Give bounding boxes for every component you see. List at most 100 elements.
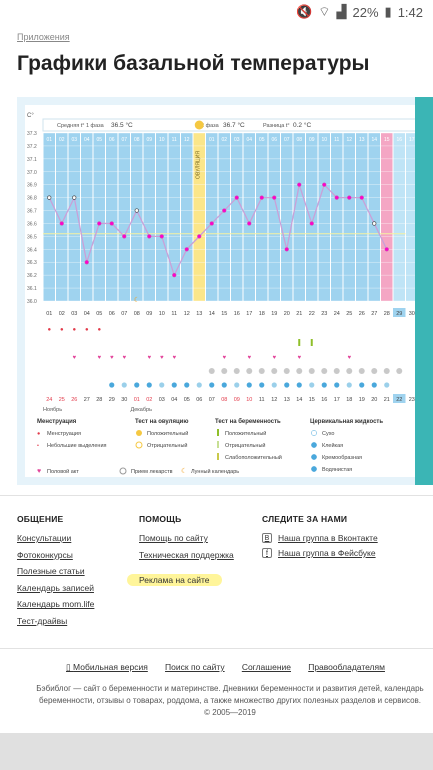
date-label: 05 (96, 311, 102, 317)
cycle-day-label: 16 (396, 137, 402, 143)
menstruation-drop-icon: ● (97, 327, 101, 333)
day-column (393, 133, 405, 301)
calendar-date-label: 19 (359, 397, 365, 403)
footer-link-ads[interactable]: Реклама на сайте (127, 573, 234, 586)
calendar-date-label: 09 (234, 397, 240, 403)
footer-link-photocontests[interactable]: Фотоконкурсы (17, 549, 73, 560)
agreement-link[interactable]: Соглашение (241, 662, 291, 672)
date-label: 30 (409, 311, 415, 317)
legend-item: Кремообразная (322, 455, 362, 461)
heart-icon: ♥ (347, 355, 351, 361)
meds-icon (246, 368, 253, 374)
fluid-icon (184, 382, 190, 388)
heart-icon: ♥ (160, 355, 164, 361)
temperature-point (122, 234, 127, 239)
day-column (81, 133, 93, 301)
legend-title: Цервикальная жидкость (310, 419, 383, 425)
temperature-point (172, 273, 177, 278)
fluid-icon (309, 382, 315, 388)
cycle-day-label: 07 (121, 137, 127, 143)
legend-item: Небольшие выделения (47, 443, 107, 449)
temperature-point (234, 195, 239, 200)
footer-link-momlife[interactable]: Календарь mom.life (17, 599, 95, 610)
date-label: 25 (346, 311, 352, 317)
breadcrumb[interactable]: Приложения (17, 32, 70, 42)
date-label: 09 (146, 311, 152, 317)
moon-icon: ☾ (134, 296, 140, 304)
day-column (131, 133, 143, 301)
menstruation-drop-icon: ● (47, 327, 51, 333)
cycle-day-label: 09 (309, 137, 315, 143)
ovulation-sun-icon (194, 120, 204, 130)
diff-value: 0.2 °C (293, 121, 311, 129)
side-panel-edge[interactable] (415, 97, 433, 485)
date-label: 20 (284, 311, 290, 317)
meds-icon (296, 368, 303, 374)
bbt-chart[interactable]: С° Средняя t° 1 фаза 36.5 °C 2 фаза 36.7 °C Р… (25, 105, 431, 485)
day-column (381, 133, 393, 301)
temperature-point (72, 195, 77, 200)
page-title: Графики базальной температуры (17, 52, 370, 75)
pregnancy-test-icon (310, 339, 313, 346)
site-search-link[interactable]: Поиск по сайту (165, 662, 225, 672)
footer-link-support[interactable]: Техническая поддержка (139, 549, 234, 560)
cycle-day-label: 03 (71, 137, 77, 143)
mobile-version-link[interactable]: ▯ Мобильная версия (66, 662, 148, 673)
day-column (56, 133, 68, 301)
day-column (43, 133, 55, 301)
vk-label: Наша группа в Вконтакте (278, 533, 378, 543)
cycle-day-label: 02 (221, 137, 227, 143)
footer-link-consultations[interactable]: Консультации (17, 533, 72, 543)
meds-icon (358, 368, 365, 374)
footer-link-testdrives[interactable]: Тест-драйвы (17, 615, 68, 626)
mute-icon: 🔇 (296, 4, 313, 19)
meds-icon (208, 368, 215, 374)
temperature-line (48, 183, 388, 277)
day-column (181, 133, 193, 301)
temperature-point (134, 208, 139, 213)
fluid-icon (321, 382, 327, 388)
heart-icon: ♥ (122, 355, 126, 361)
about-text: Бэбиблог — сайт о беременности и материн… (10, 683, 433, 719)
fluid-icon (246, 382, 252, 388)
calendar-date-label: 12 (271, 397, 277, 403)
y-tick-label: 36.4 (27, 247, 37, 253)
menstruation-drop-icon: ● (60, 327, 64, 333)
temperature-point (184, 247, 189, 252)
heart-icon: ♥ (147, 355, 151, 361)
footer-heading: ОБЩЕНИЕ (17, 514, 64, 524)
footer-link-articles[interactable]: Полезные статьи (17, 566, 85, 577)
calendar-date-label: 14 (296, 397, 302, 403)
heart-icon: ♥ (172, 355, 176, 361)
calendar-date-label: 01 (134, 397, 140, 403)
vk-link[interactable]: В Наша группа в Вконтакте (262, 533, 378, 543)
fluid-legend-icon (311, 454, 317, 460)
date-label: 27 (371, 311, 377, 317)
ovulation-label: ОВУЛЯЦИЯ (195, 151, 201, 179)
menstruation-icon: ● (37, 431, 40, 437)
calendar-date-label: 07 (209, 397, 215, 403)
calendar-date-label: 21 (384, 397, 390, 403)
fluid-icon (259, 382, 265, 388)
phase2-label: 2 фаза (201, 123, 220, 129)
cycle-day-label: 09 (146, 137, 152, 143)
fb-link[interactable]: f Наша группа в Фейсбуке (262, 548, 378, 558)
day-column (268, 133, 280, 301)
legend-title: Тест на овуляцию (135, 419, 188, 425)
rights-link[interactable]: Правообладателям (308, 662, 385, 672)
date-label: 16 (234, 311, 240, 317)
footer-link-calendar[interactable]: Календарь записей (17, 582, 94, 593)
footer-link-site-help[interactable]: Помощь по сайту (139, 533, 208, 543)
cycle-day-label: 13 (359, 137, 365, 143)
temperature-point (284, 247, 289, 252)
cycle-day-label: 08 (134, 137, 140, 143)
fluid-icon (159, 382, 165, 388)
day-column (243, 133, 255, 301)
day-column (231, 133, 243, 301)
legend-item: Прием лекарств (131, 469, 173, 475)
calendar-date-label: 03 (159, 397, 165, 403)
day-column (106, 133, 118, 301)
date-label: 23 (321, 311, 327, 317)
day-column (306, 133, 318, 301)
y-tick-label: 36.0 (27, 299, 37, 305)
